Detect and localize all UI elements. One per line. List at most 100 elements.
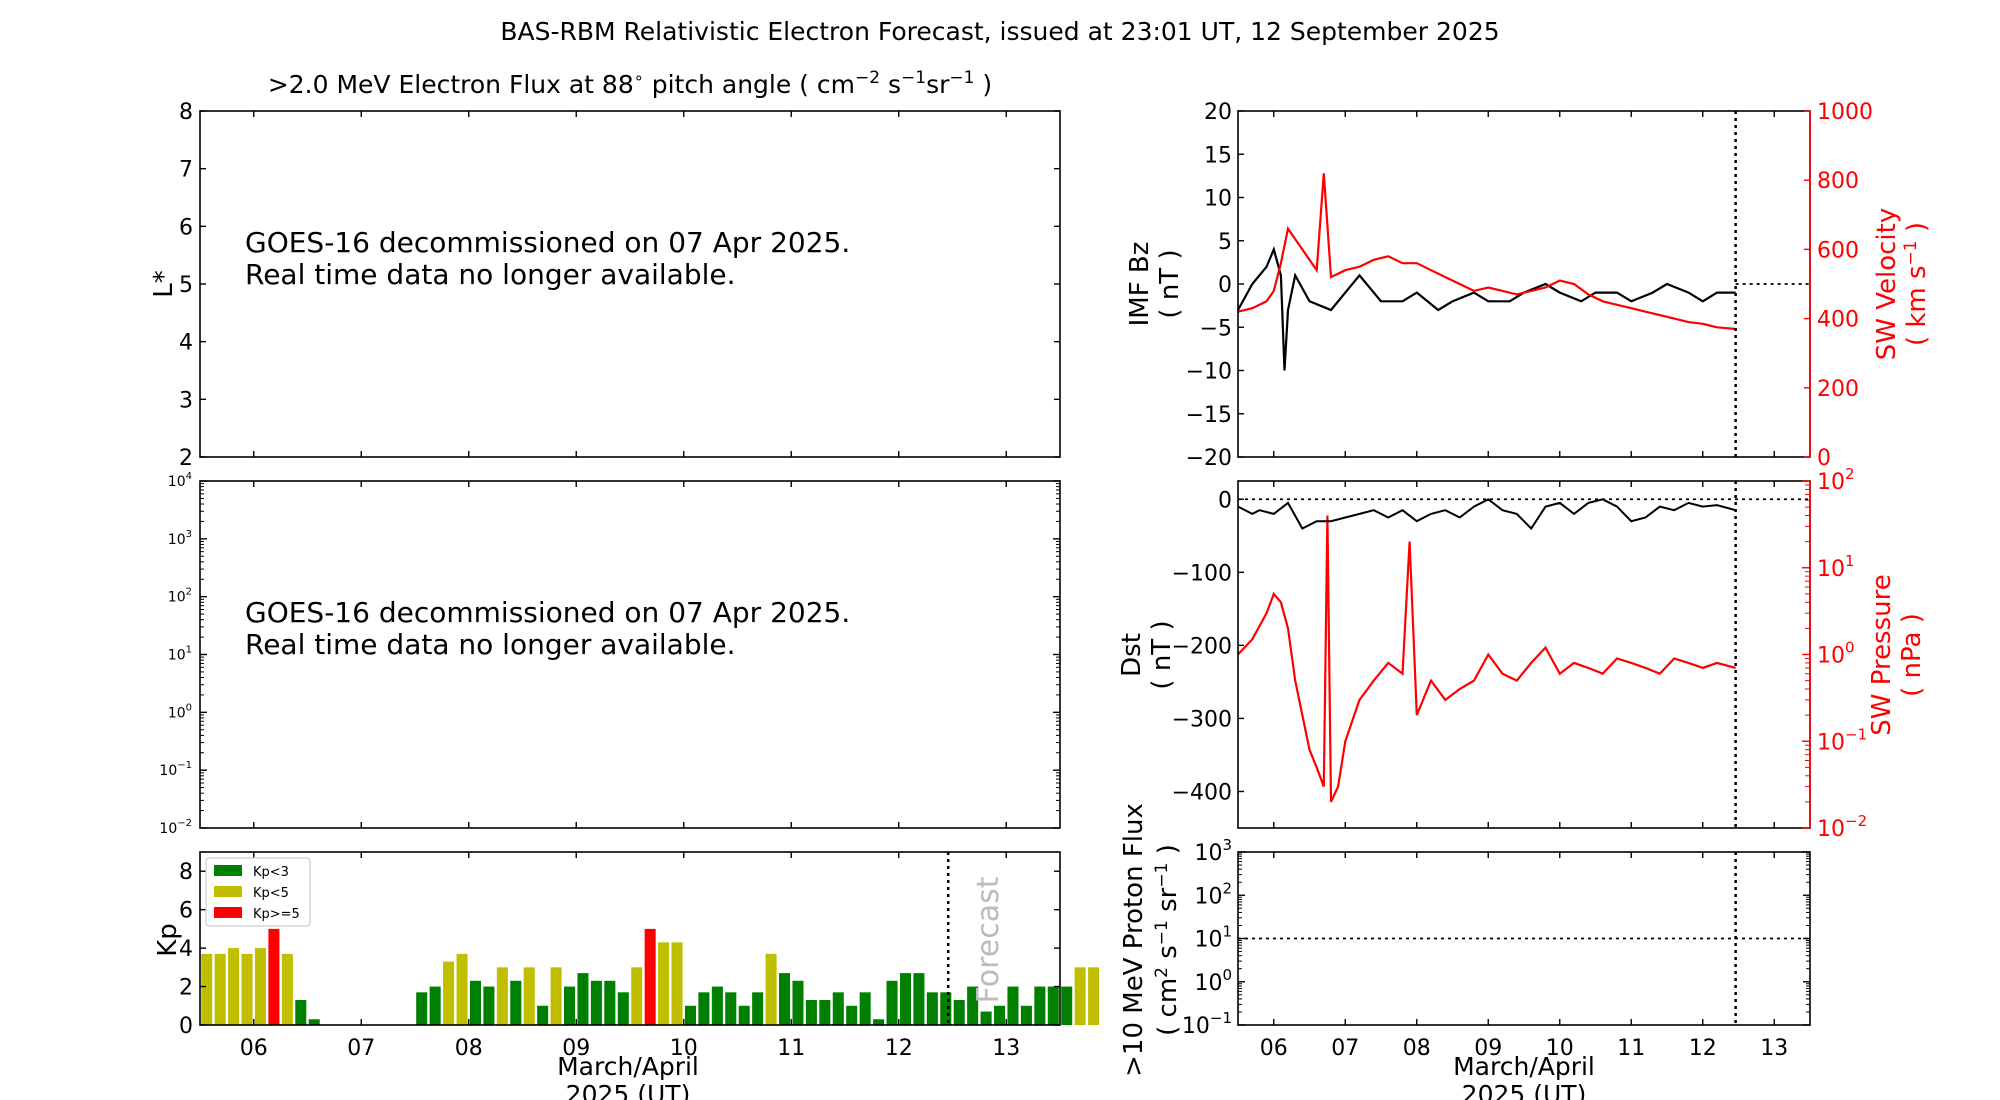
legend-swatch-mid <box>214 886 242 897</box>
lstar-y-ticks: 2 3 4 5 6 7 8 <box>179 100 1060 471</box>
y-tick-label: 6 <box>179 215 193 240</box>
imf-bz-line <box>1237 246 1736 371</box>
sw-velocity-ylabel-1: SW Velocity <box>1872 208 1902 360</box>
sw-pressure-ylabel-2: ( nPa ) <box>1897 613 1927 697</box>
kp-bar <box>631 967 643 1025</box>
sw-pressure-ylabel-1: SW Pressure <box>1867 574 1897 736</box>
legend-label-mid: Kp<5 <box>253 886 289 901</box>
kp-bar <box>577 973 589 1025</box>
x-tick-label: 06 <box>240 1036 268 1061</box>
sw-velocity-line <box>1237 173 1736 331</box>
kp-bar <box>752 992 764 1025</box>
x-tick-label: 13 <box>1760 1036 1788 1061</box>
y-tick-label: 2 <box>179 446 193 471</box>
y-tick-label: −100 <box>1172 561 1232 586</box>
kp-bar <box>805 1000 817 1025</box>
y-tick-label: 10−1 <box>1182 1009 1232 1039</box>
imf-panel: −20 −15 −10 −5 0 5 10 15 20 0 200 400 600 800 1000 IM… <box>1125 100 1932 471</box>
kp-bar <box>295 1000 307 1025</box>
x-tick-label: 09 <box>1474 1036 1502 1061</box>
y-tick-label: 0 <box>1817 446 1831 471</box>
kp-bar <box>228 948 240 1025</box>
y-tick-label: 7 <box>179 158 193 183</box>
kp-bar <box>980 1011 992 1025</box>
proton-x-ticks: 06 07 08 09 10 11 12 13 <box>1260 852 1788 1061</box>
y-tick-label: 103 <box>168 529 192 548</box>
kp-bar <box>671 942 683 1025</box>
y-tick-label: 8 <box>179 860 193 885</box>
y-tick-label: −15 <box>1186 403 1232 428</box>
y-tick-label: 10−1 <box>1817 725 1867 755</box>
y-tick-label: 800 <box>1817 169 1859 194</box>
x-tick-label: 09 <box>562 1036 590 1061</box>
x-tick-label: 12 <box>1689 1036 1717 1061</box>
lstar-ylabel: L* <box>149 270 179 298</box>
y-tick-label: 4 <box>179 937 193 962</box>
kp-bar <box>1034 986 1046 1025</box>
y-tick-label: −5 <box>1200 316 1232 341</box>
sw-pressure-line <box>1237 515 1736 803</box>
y-tick-label: 4 <box>179 331 193 356</box>
x-tick-label: 08 <box>455 1036 483 1061</box>
proton-y-ticks: 10−1 100 101 102 103 <box>1182 836 1810 1039</box>
kp-bar <box>832 992 844 1025</box>
proton-panel: 10−1 100 101 102 103 06 07 08 09 10 11 12 13 >10 Me… <box>1119 803 1811 1100</box>
y-tick-label: 10 <box>1204 187 1232 212</box>
imf-ylabel-2: ( nT ) <box>1155 249 1185 318</box>
y-tick-label: −20 <box>1186 446 1232 471</box>
kp-bar <box>416 992 428 1025</box>
y-tick-label: 0 <box>179 1014 193 1039</box>
kp-panel: 0 2 4 6 8 06 07 08 09 10 11 12 13 Forecast Kp Kp<3 … <box>153 851 1100 1100</box>
y-tick-label: 600 <box>1817 238 1859 263</box>
legend-label-high: Kp>=5 <box>253 907 300 922</box>
y-tick-label: 102 <box>168 587 192 606</box>
x-tick-label: 08 <box>1403 1036 1431 1061</box>
y-tick-label: 104 <box>168 471 192 490</box>
kp-bar <box>590 980 602 1025</box>
dst-line <box>1237 498 1736 531</box>
y-tick-label: 102 <box>1817 465 1855 495</box>
y-tick-label: 103 <box>1194 836 1232 866</box>
y-tick-label: −300 <box>1172 707 1232 732</box>
kp-bar <box>899 973 911 1025</box>
flux-title: >2.0 MeV Electron Flux at 88∘ pitch angl… <box>268 68 992 99</box>
decommission-text-2: Real time data no longer available. <box>245 258 736 291</box>
y-tick-label: 5 <box>179 273 193 298</box>
kp-bar <box>523 967 535 1025</box>
x-tick-label: 10 <box>1546 1036 1574 1061</box>
kp-xlabel-2: 2025 (UT) <box>566 1080 691 1100</box>
suptitle: BAS-RBM Relativistic Electron Forecast, … <box>500 17 1499 46</box>
proton-ylabel-1: >10 MeV Proton Flux <box>1119 803 1149 1077</box>
kp-bar <box>268 928 280 1025</box>
kp-bar <box>846 1005 858 1025</box>
x-tick-label: 07 <box>1331 1036 1359 1061</box>
kp-bar <box>658 942 670 1025</box>
y-tick-label: 101 <box>1194 923 1232 953</box>
y-tick-label: −400 <box>1172 780 1232 805</box>
x-tick-label: 10 <box>670 1036 698 1061</box>
y-tick-label: 2 <box>179 976 193 1001</box>
kp-bar <box>281 953 293 1025</box>
y-tick-label: 6 <box>179 899 193 924</box>
proton-ylabel-2: ( cm2 s−1 sr−1 ) <box>1152 844 1183 1036</box>
kp-bar <box>953 1000 965 1025</box>
decommission-text-4: Real time data no longer available. <box>245 628 736 661</box>
y-tick-label: 10−2 <box>1817 812 1867 842</box>
kp-bar <box>496 967 508 1025</box>
y-tick-label: 101 <box>1817 552 1855 582</box>
legend-swatch-high <box>214 907 242 918</box>
kp-bar <box>994 1005 1006 1025</box>
kp-bar <box>1020 1005 1032 1025</box>
y-tick-label: 200 <box>1817 377 1859 402</box>
kp-bar <box>550 967 562 1025</box>
y-tick-label: −10 <box>1186 360 1232 385</box>
kp-bar <box>254 948 266 1025</box>
proton-xlabel-1: March/April <box>1453 1052 1595 1081</box>
kp-bar <box>510 980 522 1025</box>
kp-bar <box>617 992 629 1025</box>
y-tick-label: −200 <box>1172 634 1232 659</box>
kp-bar <box>698 992 710 1025</box>
kp-bar <box>644 928 656 1025</box>
decommission-text-1: GOES-16 decommissioned on 07 Apr 2025. <box>245 226 850 259</box>
